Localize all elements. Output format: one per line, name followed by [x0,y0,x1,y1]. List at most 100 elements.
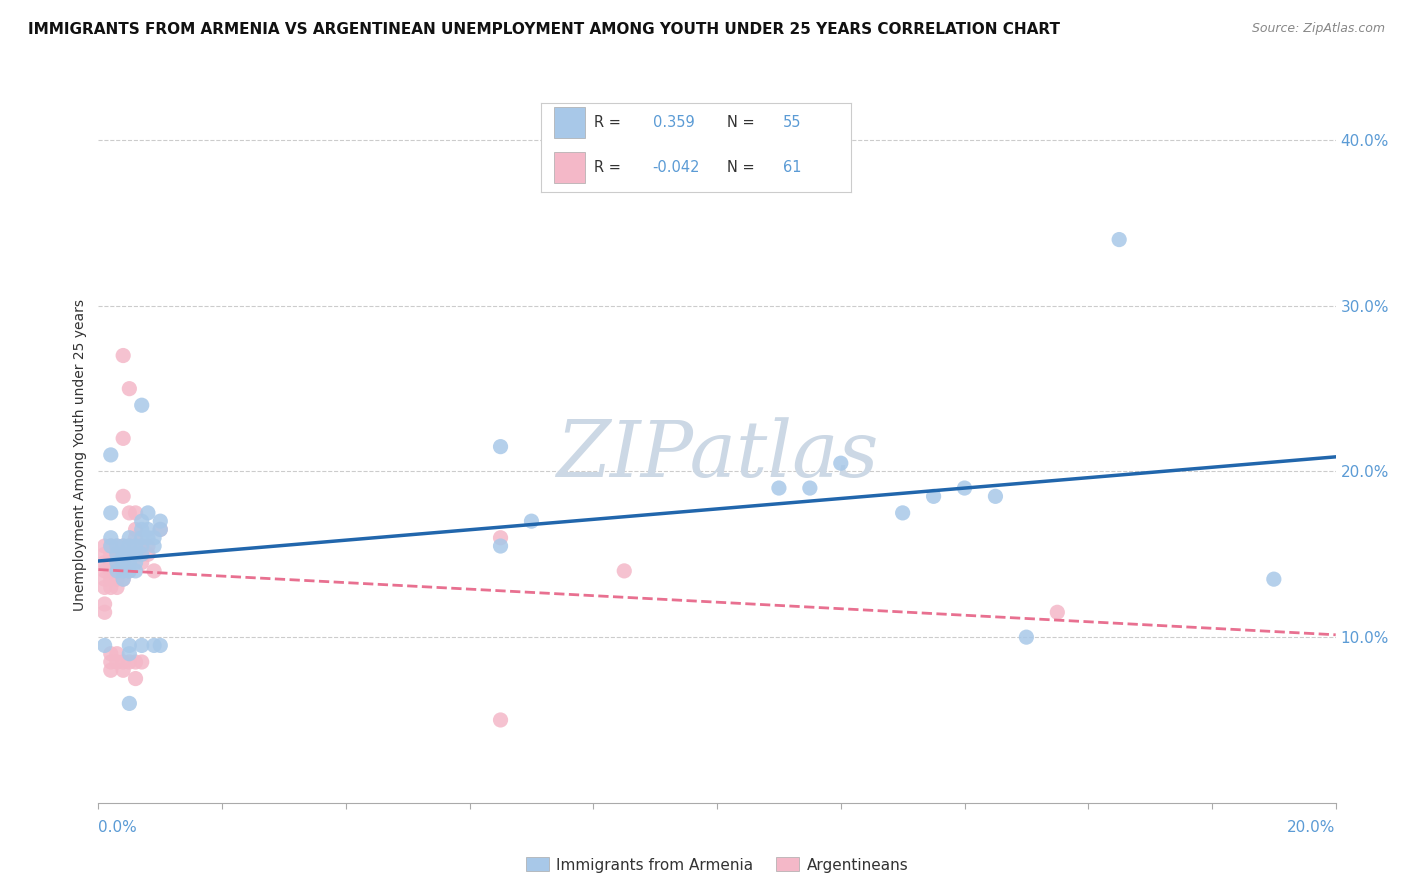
Y-axis label: Unemployment Among Youth under 25 years: Unemployment Among Youth under 25 years [73,299,87,611]
Point [105,655,128,669]
Point [93,597,115,611]
Point [112,556,135,570]
Point [93,572,115,586]
Point [124,547,146,561]
Point [124,564,146,578]
Point [100,663,122,677]
Point [131,556,153,570]
Point [1263,572,1285,586]
Point [131,639,153,653]
Point [118,655,141,669]
Point [105,547,128,561]
Point [131,531,153,545]
Point [105,647,128,661]
Point [984,489,1007,503]
Point [100,581,122,595]
Point [118,547,141,561]
Point [100,572,122,586]
Point [1015,630,1038,644]
Point [105,539,128,553]
Text: Source: ZipAtlas.com: Source: ZipAtlas.com [1251,22,1385,36]
Point [112,655,135,669]
Point [93,581,115,595]
Point [131,514,153,528]
Point [149,514,172,528]
Point [143,539,166,553]
Text: R =: R = [593,160,621,175]
Point [149,639,172,653]
Point [613,564,636,578]
Point [100,547,122,561]
Point [100,506,122,520]
Point [953,481,976,495]
Point [105,539,128,553]
Text: 55: 55 [783,115,801,130]
Point [118,556,141,570]
Point [112,572,135,586]
Point [112,663,135,677]
Point [112,556,135,570]
Point [124,655,146,669]
Point [112,489,135,503]
Point [149,523,172,537]
Point [124,672,146,686]
Point [136,547,159,561]
Point [112,547,135,561]
Point [489,440,512,454]
Point [124,547,146,561]
Point [131,547,153,561]
Point [131,655,153,669]
FancyBboxPatch shape [554,152,585,183]
Point [1046,605,1069,619]
Point [100,655,122,669]
Point [118,564,141,578]
Point [143,639,166,653]
Point [105,556,128,570]
Text: N =: N = [727,160,755,175]
Point [1108,233,1130,247]
Point [112,539,135,553]
Point [118,539,141,553]
Point [105,572,128,586]
Point [100,539,122,553]
Point [136,523,159,537]
Point [105,556,128,570]
Point [93,639,115,653]
Point [112,431,135,445]
Point [131,547,153,561]
Point [93,556,115,570]
Point [93,547,115,561]
Point [118,556,141,570]
Point [118,564,141,578]
Point [891,506,914,520]
Legend: Immigrants from Armenia, Argentineans: Immigrants from Armenia, Argentineans [519,851,915,879]
Point [124,539,146,553]
Point [489,713,512,727]
Point [124,539,146,553]
Text: -0.042: -0.042 [652,160,700,175]
Point [105,564,128,578]
Point [112,539,135,553]
FancyBboxPatch shape [554,107,585,138]
Text: ZIPatlas: ZIPatlas [555,417,879,493]
Point [118,506,141,520]
Point [93,539,115,553]
Text: 0.0%: 0.0% [98,821,138,835]
Point [112,572,135,586]
Point [143,564,166,578]
Point [118,531,141,545]
Point [136,539,159,553]
Point [93,605,115,619]
Point [93,564,115,578]
Point [118,539,141,553]
Point [830,456,852,470]
Text: 0.359: 0.359 [652,115,695,130]
Text: IMMIGRANTS FROM ARMENIA VS ARGENTINEAN UNEMPLOYMENT AMONG YOUTH UNDER 25 YEARS C: IMMIGRANTS FROM ARMENIA VS ARGENTINEAN U… [28,22,1060,37]
Point [520,514,543,528]
Point [100,647,122,661]
Point [112,547,135,561]
Text: 20.0%: 20.0% [1288,821,1336,835]
Point [118,647,141,661]
Point [124,506,146,520]
Point [105,581,128,595]
